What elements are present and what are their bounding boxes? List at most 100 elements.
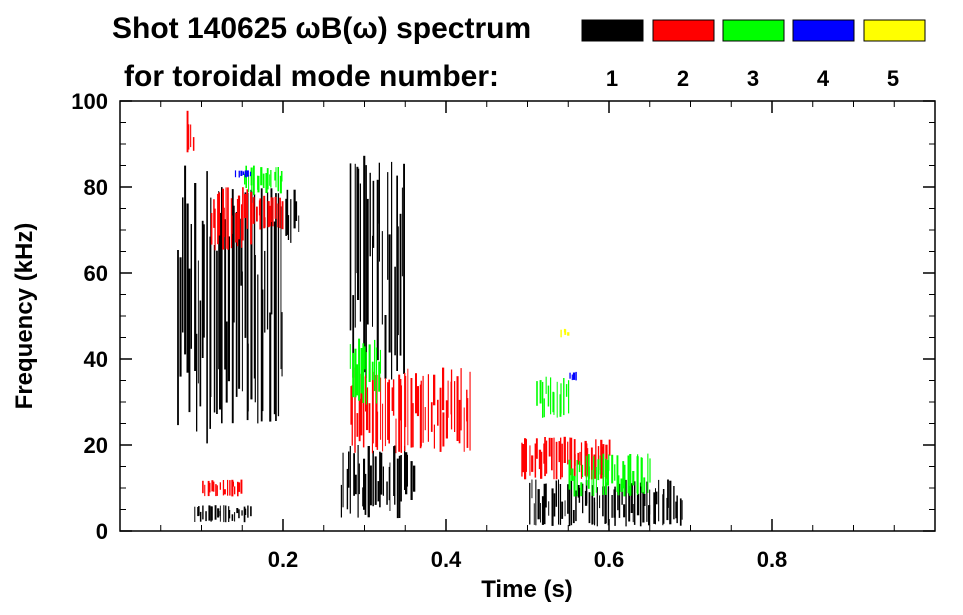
spectrum-streak [548,437,551,457]
spectrum-streak [533,503,535,525]
spectrum-streak [264,217,266,228]
spectrum-streak [236,199,239,247]
spectrum-region-mode-2 [350,367,471,454]
spectrum-streak [632,504,634,523]
spectrum-streak [211,480,214,492]
spectrum-streak [399,379,402,421]
spectrum-streak [379,349,381,374]
spectrum-streak [231,189,234,424]
spectrum-streak [238,482,241,492]
spectrum-streak [633,481,636,525]
spectrum-streak [250,189,253,400]
spectrum-streak [351,385,353,446]
spectrum-streak [237,195,240,240]
spectrum-streak [437,399,439,426]
spectrum-region-mode-1 [285,189,300,243]
spectrum-streak [198,506,200,516]
spectrum-streak [213,245,216,413]
spectrum-streak [544,437,546,477]
spectrum-streak [525,439,527,472]
spectrum-streak [375,374,378,448]
legend-swatch-4 [792,19,855,42]
spectrum-streak [391,387,394,411]
spectrum-streak [573,439,576,478]
spectrum-streak [384,315,387,379]
spectrum-streak [401,187,403,277]
spectrum-streak [194,506,196,522]
spectrum-streak [234,512,236,522]
spectrum-streak [244,194,247,219]
spectrum-streak [387,172,389,280]
spectrum-streak [227,479,229,496]
spectrum-streak [445,400,448,439]
spectrum-streak [214,208,216,251]
spectrum-region-mode-2 [210,187,253,251]
spectrum-streak [246,189,248,229]
spectrum-streak [235,212,238,397]
spectrum-streak [346,468,349,510]
spectrum-streak [545,440,548,474]
spectrum-streak [234,486,236,495]
spectrum-streak [217,193,219,245]
spectrum-streak [202,480,204,494]
spectrum-streak [372,235,373,327]
spectrum-streak [588,466,590,479]
spectrum-streak [246,192,249,421]
x-axis-label: Time (s) [481,576,573,603]
spectrum-streak [340,484,342,518]
spectrum-streak [353,453,355,496]
spectrum-streak [578,487,581,503]
spectrum-streak [415,373,417,414]
spectrum-streak [365,165,367,379]
spectrum-streak [275,167,277,188]
spectrum-streak [404,445,406,490]
spectrum-streak [463,407,465,452]
spectrum-streak [608,454,610,471]
spectrum-streak [298,215,300,232]
spectrum-streak [567,332,570,336]
spectrum-streak [281,312,283,377]
spectrum-streak [394,266,396,356]
spectrum-streak [202,505,204,520]
spectrum-streak [378,361,381,392]
spectrum-streak [602,453,605,495]
spectrum-streak [273,221,276,415]
spectrum-streak [246,170,249,177]
spectrum-streak [560,437,562,480]
spectrum-streak [280,206,282,370]
spectrum-streak [267,201,270,228]
spectrum-streak [582,464,584,478]
spectrum-streak [617,491,619,511]
spectrum-streak [190,224,192,349]
spectrum-streak [376,411,379,450]
spectrum-streak [213,481,215,492]
spectrum-streak [535,438,538,459]
spectrum-streak [628,485,631,522]
spectrum-streak [379,180,380,262]
spectrum-streak [681,500,683,520]
spectrum-streak [369,172,371,257]
spectrum-streak [382,403,384,452]
spectrum-streak [358,463,360,495]
spectrum-streak [360,348,363,394]
spectrum-streak [604,486,607,524]
spectrum-streak [560,329,562,338]
spectrum-streak [442,367,445,411]
spectrum-streak [228,510,231,519]
spectrum-streak [365,352,367,405]
spectrum-streak [272,197,274,227]
spectrum-streak [419,384,422,449]
legend-label-4: 4 [817,66,830,91]
spectrum-streak [270,188,273,315]
spectrum-streak [279,175,282,194]
spectrum-streak [376,179,379,361]
spectrum-streak [250,167,253,186]
spectrum-streak [380,377,382,440]
spectrum-streak [522,444,525,473]
spectrum-streak [381,231,383,325]
spectrum-streak [285,198,287,236]
spectrum-streak [215,484,217,497]
spectrum-streak [454,381,456,432]
spectrum-streak [392,379,395,416]
